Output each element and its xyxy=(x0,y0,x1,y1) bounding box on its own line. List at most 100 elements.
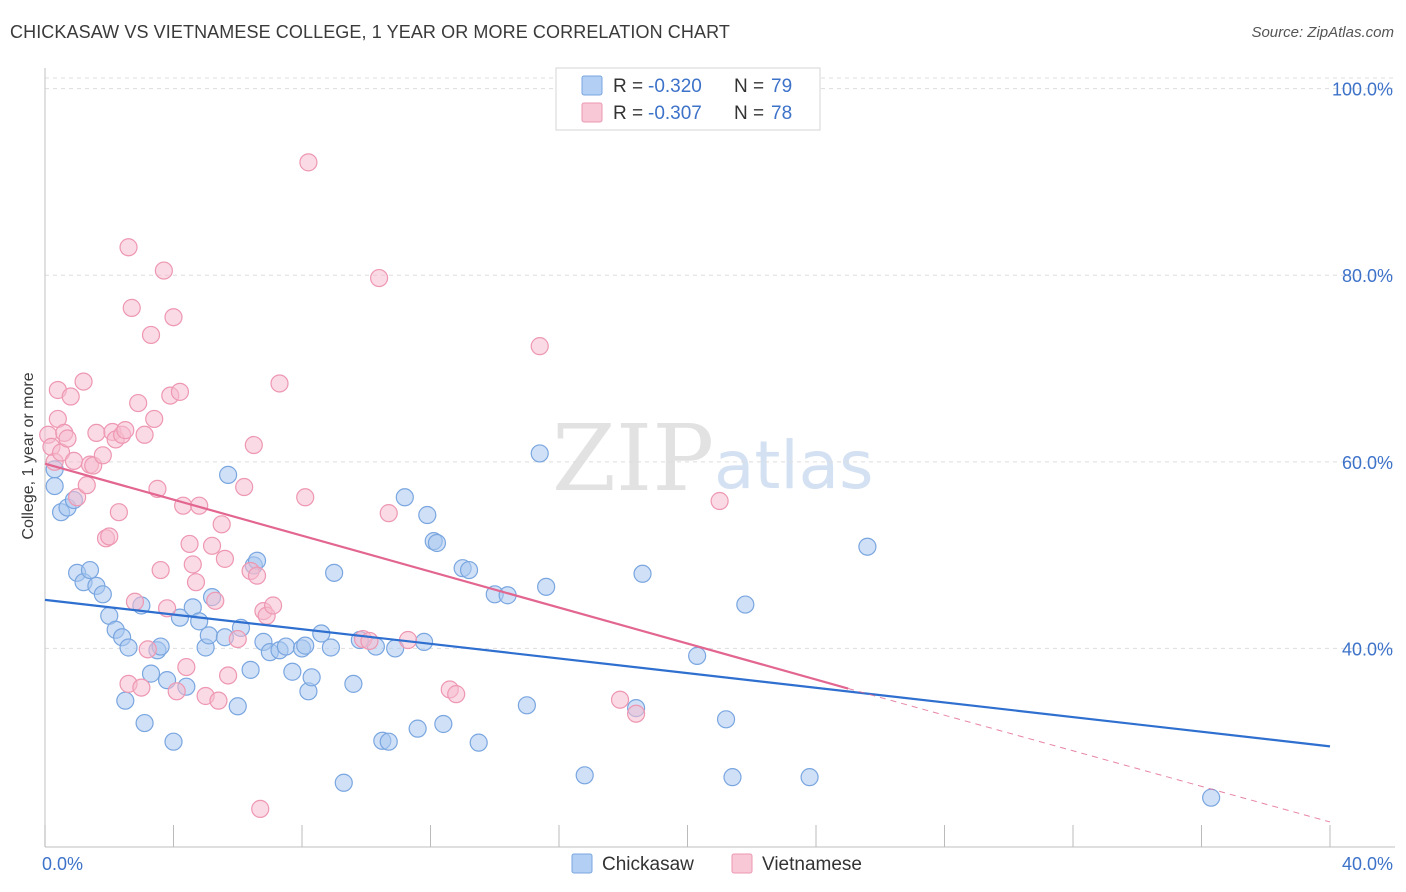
y-tick-label: 40.0% xyxy=(1342,639,1393,659)
vietnamese-point xyxy=(710,491,729,511)
vietnamese-point xyxy=(610,690,630,709)
vietnamese-point xyxy=(135,425,154,444)
chickasaw-point xyxy=(283,662,302,681)
chickasaw-point xyxy=(418,505,437,525)
vietnamese-point xyxy=(151,560,170,580)
chickasaw-point xyxy=(427,533,447,553)
chickasaw-point xyxy=(302,668,321,687)
chickasaw-point xyxy=(395,488,414,507)
vietnamese-point xyxy=(109,503,128,522)
chickasaw-point xyxy=(517,696,536,715)
legend-n-value-1: 79 xyxy=(771,76,792,97)
chickasaw-point xyxy=(344,674,363,693)
vietnamese-point xyxy=(186,573,206,592)
chickasaw-point xyxy=(858,537,877,556)
chickasaw-point xyxy=(459,560,479,580)
y-tick-label: 100.0% xyxy=(1332,80,1393,100)
vietnamese-point xyxy=(87,423,106,443)
vietnamese-point xyxy=(530,337,549,356)
vietnamese-point xyxy=(74,372,93,391)
chickasaw-point xyxy=(379,732,398,751)
vietnamese-point xyxy=(100,527,119,546)
vietnamese-point xyxy=(251,799,270,818)
vietnamese-point xyxy=(154,261,173,280)
vietnamese-point xyxy=(77,476,96,495)
chickasaw-point xyxy=(723,768,742,787)
chickasaw-point xyxy=(334,773,353,792)
chickasaw-point xyxy=(530,444,549,463)
y-axis-title: College, 1 year or more xyxy=(20,372,37,539)
vietnamese-point xyxy=(116,421,135,440)
vietnamese-point xyxy=(132,678,151,697)
chickasaw-trend-line xyxy=(44,598,1331,748)
bottom-legend-swatch-vietnamese xyxy=(731,853,753,874)
vietnamese-point xyxy=(129,393,148,413)
vietnamese-point xyxy=(235,477,254,497)
chickasaw-point xyxy=(1202,788,1221,807)
legend-r-label-1: R = xyxy=(613,76,643,97)
vietnamese-point xyxy=(190,496,209,515)
vietnamese-point xyxy=(209,691,228,710)
vietnamese-point xyxy=(122,298,141,317)
vietnamese-point xyxy=(379,504,398,523)
x-tick-label-max: 40.0% xyxy=(1342,854,1393,874)
vietnamese-point xyxy=(626,704,646,723)
chickasaw-point xyxy=(164,732,183,751)
chickasaw-point xyxy=(537,577,556,596)
vietnamese-trend-line xyxy=(44,462,849,690)
chickasaw-point xyxy=(434,714,453,734)
chickasaw-point xyxy=(119,638,138,657)
chickasaw-point xyxy=(116,691,135,710)
chickasaw-point xyxy=(170,608,190,627)
chickasaw-point xyxy=(321,638,341,657)
vietnamese-point xyxy=(125,592,145,611)
vietnamese-point xyxy=(219,666,238,685)
legend-box: R = -0.320 N = 79 R = -0.307 N = 78 xyxy=(555,67,821,131)
legend-swatch-chickasaw xyxy=(581,75,603,96)
vietnamese-point xyxy=(228,629,247,649)
bottom-legend-label-chickasaw: Chickasaw xyxy=(602,854,694,875)
watermark-atlas: atlas xyxy=(714,427,874,504)
chickasaw-point xyxy=(736,595,755,614)
vietnamese-point xyxy=(263,596,283,615)
watermark-zip: ZIP xyxy=(552,405,714,512)
chickasaw-point xyxy=(80,560,100,580)
chickasaw-point xyxy=(716,710,736,729)
vietnamese-point xyxy=(58,429,77,448)
legend-n-label-2: N = xyxy=(734,103,764,124)
vietnamese-point xyxy=(183,555,202,574)
bottom-legend-label-vietnamese: Vietnamese xyxy=(762,854,862,875)
legend-r-label-2: R = xyxy=(613,103,643,124)
vietnamese-point xyxy=(370,268,389,288)
chickasaw-point xyxy=(228,697,247,716)
chickasaw-point xyxy=(633,564,652,583)
vietnamese-point xyxy=(247,566,267,585)
legend-swatch-vietnamese xyxy=(581,102,603,123)
legend-r-value-2: -0.307 xyxy=(648,103,702,124)
legend-n-label-1: N = xyxy=(734,76,764,97)
vietnamese-point xyxy=(64,451,84,470)
vietnamese-point xyxy=(119,238,138,257)
chickasaw-point xyxy=(135,713,154,733)
vietnamese-point xyxy=(296,488,315,507)
vietnamese-point xyxy=(206,591,225,610)
vietnamese-point xyxy=(164,308,183,327)
chickasaw-point xyxy=(141,664,161,683)
chickasaw-point xyxy=(688,646,707,665)
vietnamese-point xyxy=(170,382,190,401)
chickasaw-point xyxy=(45,476,64,496)
legend-r-value-1: -0.320 xyxy=(648,76,702,97)
chart-title: CHICKASAW VS VIETNAMESE COLLEGE, 1 YEAR … xyxy=(10,22,730,42)
vietnamese-point xyxy=(270,374,289,393)
vietnamese-point xyxy=(167,682,186,701)
chickasaw-point xyxy=(296,636,315,655)
vietnamese-point xyxy=(244,435,263,455)
vietnamese-point xyxy=(61,387,80,406)
chickasaw-point xyxy=(325,563,344,582)
legend-n-value-2: 78 xyxy=(771,103,792,124)
chickasaw-point xyxy=(575,766,594,785)
chickasaw-point xyxy=(312,624,331,643)
chickasaw-point xyxy=(276,637,296,656)
chickasaw-point xyxy=(93,585,112,604)
